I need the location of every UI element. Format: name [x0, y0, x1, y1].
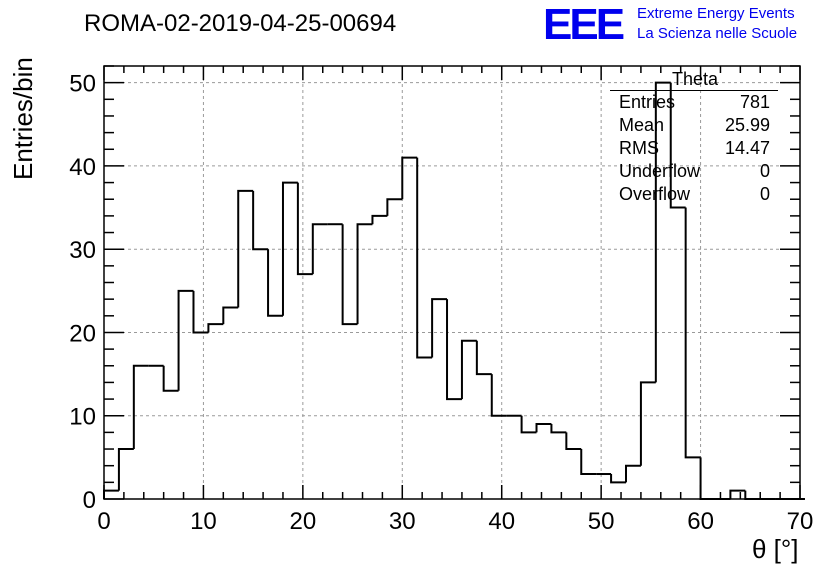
stats-value: 781 [739, 92, 770, 112]
stats-label: Entries [619, 92, 676, 112]
stats-row-overflow: Overflow 0 [610, 183, 778, 206]
y-axis-label: Entries/bin [8, 57, 38, 180]
x-tick-label: 30 [389, 508, 416, 535]
x-tick-label: 50 [588, 508, 615, 535]
histogram-bin [281, 181, 298, 316]
stats-label: Overflow [619, 184, 691, 204]
plot-frame [103, 65, 801, 500]
histogram-bin [744, 490, 761, 500]
histogram-bin [431, 298, 448, 358]
y-tick-label: 10 [69, 404, 96, 431]
histogram-bin [132, 364, 149, 450]
histogram-bin [535, 423, 552, 433]
eee-logo: EEE [543, 0, 625, 49]
x-tick-label: 20 [290, 508, 317, 535]
histogram-bin [610, 474, 626, 484]
histogram-bin [207, 323, 224, 333]
histogram-bin [625, 464, 641, 483]
histogram-bin [311, 223, 328, 275]
histogram-bin [684, 207, 701, 459]
histogram-bin [520, 415, 537, 434]
stats-label: Mean [619, 115, 665, 135]
histogram-bin [475, 340, 492, 376]
histogram-bin [356, 223, 373, 325]
y-tick-label: 20 [69, 320, 96, 347]
histogram-bin [639, 381, 656, 466]
stats-row-mean: Mean 25.99 [610, 114, 778, 137]
histogram-bin [565, 432, 582, 451]
x-tick-label: 40 [488, 508, 515, 535]
histogram-bin [192, 290, 209, 334]
stats-value: 14.47 [724, 138, 770, 158]
stats-box: Theta Entries 781 Mean 25.99 RMS 14.47 U… [610, 68, 778, 206]
histogram-bin [103, 489, 119, 499]
stats-value: 0 [759, 184, 770, 204]
stats-title: Theta [610, 68, 778, 91]
histogram-bin [222, 306, 239, 325]
stats-label: RMS [619, 138, 659, 158]
stats-value: 25.99 [724, 115, 770, 135]
x-tick-label: 0 [97, 508, 110, 535]
y-tick-label: 0 [83, 487, 96, 514]
histogram-bin [729, 489, 746, 499]
histogram-bin [580, 449, 597, 476]
histogram-bin [699, 457, 716, 500]
y-tick-label: 30 [69, 237, 96, 264]
histogram-bin [252, 190, 269, 251]
histogram-bin [296, 182, 313, 276]
chart-title: ROMA-02-2019-04-25-00694 [84, 10, 397, 37]
stats-label: Underflow [619, 161, 701, 181]
x-tick-label: 60 [687, 508, 714, 535]
stats-value: 0 [759, 161, 770, 181]
stats-row-entries: Entries 781 [610, 91, 778, 114]
stats-row-rms: RMS 14.47 [610, 137, 778, 160]
histogram-bin [416, 157, 433, 359]
histogram-bin [341, 224, 358, 326]
histogram-bin [177, 289, 194, 391]
histogram-bin [386, 198, 403, 216]
histogram-bin [117, 448, 134, 491]
y-tick-label: 40 [69, 154, 96, 181]
logo-line-1: Extreme Energy Events [637, 5, 795, 22]
x-tick-label: 10 [190, 508, 217, 535]
histogram-bin [490, 374, 507, 417]
histogram-bin [162, 365, 179, 392]
histogram-bin [446, 299, 462, 401]
logo-line-2: La Scienza nelle Scuole [637, 25, 798, 42]
histogram-bin [669, 82, 686, 209]
x-axis-label: θ [°] [752, 534, 799, 564]
histogram-bin [550, 424, 567, 434]
histogram-bin [237, 189, 254, 308]
stats-row-underflow: Underflow 0 [610, 160, 778, 183]
histogram-bin [654, 81, 671, 383]
histogram-bin [267, 249, 283, 317]
y-tick-label: 50 [69, 71, 96, 98]
histogram-bin [460, 339, 477, 400]
x-tick-label: 70 [787, 508, 814, 535]
histogram-bin [371, 214, 388, 225]
histogram-bin [401, 156, 418, 200]
